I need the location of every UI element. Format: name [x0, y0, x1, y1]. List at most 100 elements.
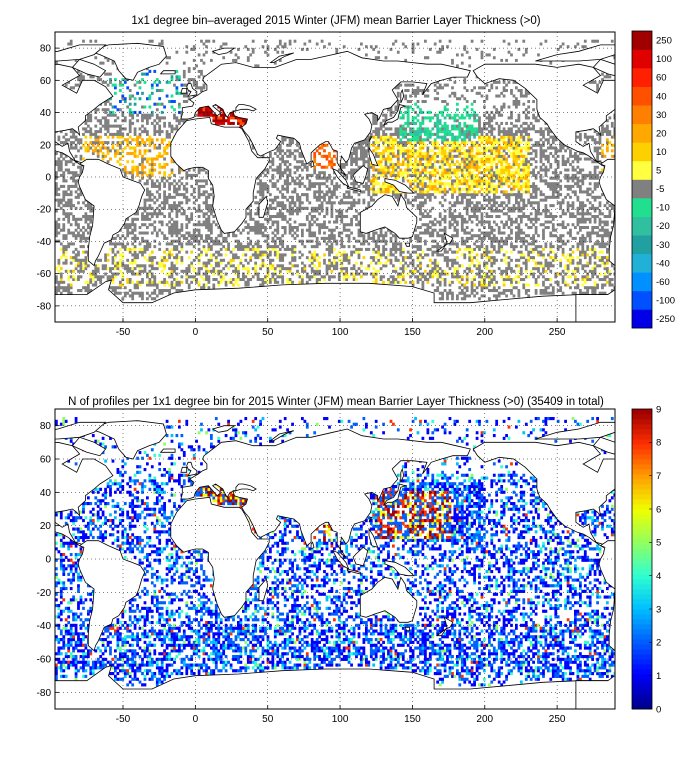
blt-cell: [310, 269, 314, 273]
blt-cell: [143, 247, 147, 251]
blt-cell: [374, 250, 378, 254]
blt-cell: [360, 247, 363, 251]
blt-cell: [473, 182, 476, 186]
blt-cell: [485, 286, 489, 290]
blt-cell: [431, 154, 435, 158]
blt-cell: [488, 165, 491, 169]
blt-cell: [278, 242, 282, 246]
blt-cell: [291, 258, 294, 262]
blt-cell: [539, 245, 543, 249]
blt-cell: [234, 272, 238, 276]
blt-cell: [431, 220, 435, 224]
blt-cell: [146, 179, 149, 183]
blt-cell: [163, 250, 166, 254]
blt-cell: [551, 215, 555, 219]
blt-cell: [318, 190, 321, 194]
blt-cell: [72, 242, 75, 246]
blt-cell: [59, 280, 63, 284]
blt-cell: [64, 247, 68, 251]
blt-cell: [365, 187, 368, 191]
blt-cell: [569, 195, 572, 199]
blt-cell: [69, 275, 73, 279]
blt-cell: [259, 256, 262, 260]
blt-cell: [387, 152, 390, 156]
blt-cell: [500, 272, 504, 276]
blt-cell: [251, 217, 255, 221]
blt-cell: [313, 190, 317, 194]
blt-cell: [458, 190, 462, 194]
blt-cell: [313, 171, 317, 175]
blt-cell: [411, 179, 415, 183]
blt-cell: [441, 204, 444, 208]
blt-cell: [392, 253, 395, 257]
blt-cell: [478, 152, 481, 156]
blt-cell: [345, 209, 349, 213]
blt-cell: [74, 195, 78, 199]
blt-cell: [143, 245, 147, 249]
blt-cell: [532, 187, 535, 191]
blt-cell: [330, 190, 334, 194]
blt-cell: [608, 209, 612, 213]
blt-cell: [303, 264, 307, 268]
blt-cell: [269, 253, 272, 257]
blt-cell: [111, 280, 115, 284]
blt-cell: [396, 160, 400, 164]
blt-cell: [483, 278, 486, 282]
blt-cell: [239, 247, 243, 251]
blt-cell: [394, 269, 398, 273]
blt-cell: [441, 152, 444, 156]
blt-cell: [569, 149, 572, 153]
blt-cell: [507, 168, 511, 172]
blt-cell: [227, 247, 230, 251]
blt-cell: [264, 278, 267, 282]
blt-cell: [111, 278, 115, 282]
blt-cell: [160, 291, 164, 295]
blt-cell: [458, 193, 462, 197]
blt-cell: [495, 195, 499, 199]
blt-cell: [355, 201, 358, 205]
blt-cell: [522, 171, 526, 175]
blt-cell: [352, 245, 356, 249]
blt-cell: [82, 286, 85, 290]
blt-cell: [207, 258, 211, 262]
blt-cell: [202, 215, 206, 219]
blt-cell: [384, 264, 388, 268]
blt-cell: [579, 228, 582, 232]
blt-cell: [517, 171, 521, 175]
blt-cell: [534, 278, 538, 282]
blt-cell: [305, 206, 309, 210]
blt-cell: [298, 204, 302, 208]
blt-cell: [569, 234, 572, 238]
blt-cell: [485, 272, 489, 276]
blt-cell: [195, 272, 198, 276]
blt-cell: [470, 236, 474, 240]
blt-cell: [512, 165, 516, 169]
blt-cell: [101, 157, 105, 161]
blt-cell: [153, 195, 157, 199]
blt-cell: [421, 157, 425, 161]
blt-cell: [490, 187, 494, 191]
blt-cell: [510, 209, 513, 213]
blt-cell: [278, 173, 282, 177]
blt-cell: [534, 261, 538, 265]
blt-cell: [101, 154, 105, 158]
blt-cell: [133, 291, 137, 295]
blt-cell: [133, 250, 137, 254]
blt-cell: [190, 173, 194, 177]
blt-cell: [298, 275, 302, 279]
blt-cell: [264, 264, 267, 268]
blt-cell: [424, 163, 427, 167]
blt-cell: [286, 209, 289, 213]
blt-cell: [57, 286, 61, 290]
blt-cell: [416, 152, 420, 156]
blt-cell: [264, 182, 267, 186]
blt-cell: [421, 193, 425, 197]
blt-cell: [138, 291, 142, 295]
blt-cell: [428, 269, 432, 273]
blt-cell: [296, 264, 299, 268]
blt-cell: [237, 239, 240, 243]
blt-cell: [205, 206, 208, 210]
blt-cell: [485, 250, 489, 254]
blt-cell: [141, 297, 144, 301]
blt-cell: [566, 173, 570, 177]
